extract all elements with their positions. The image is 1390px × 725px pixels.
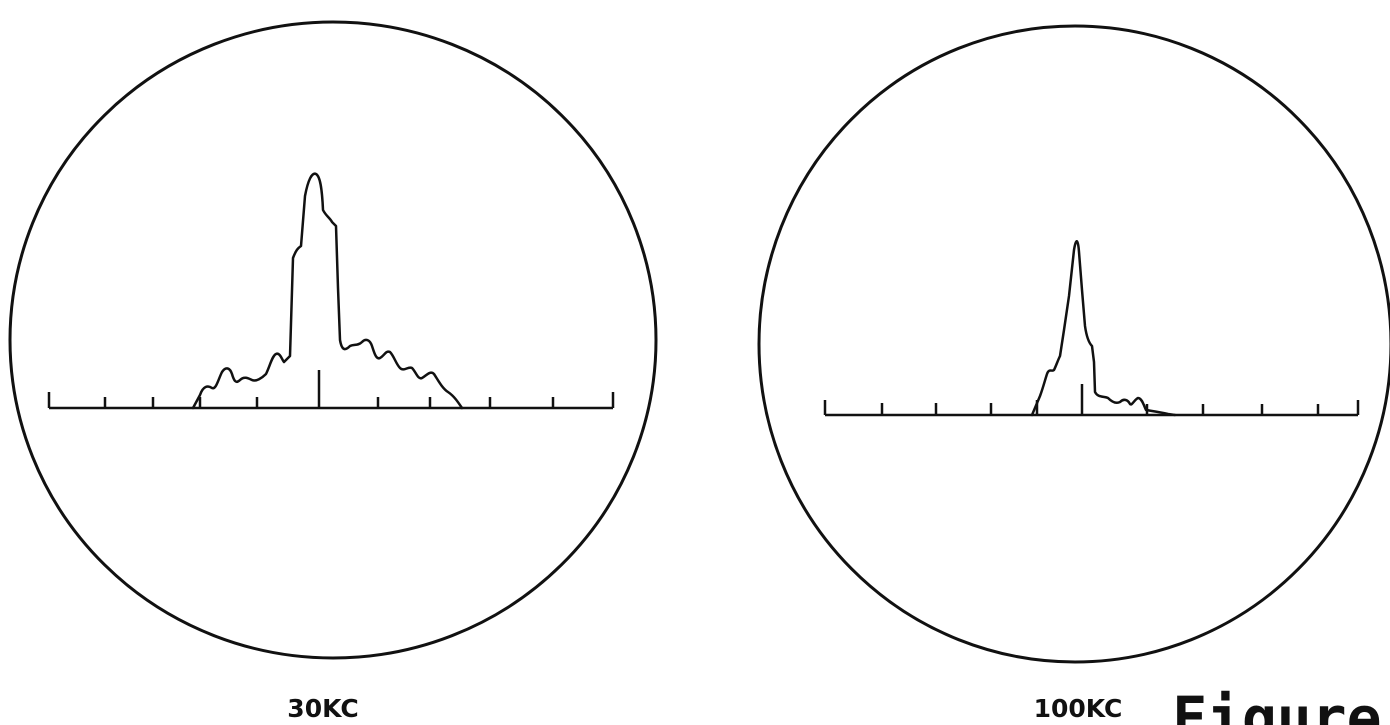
scope-label: 30KC [287,694,358,723]
spectrum-trace [1030,240,1177,417]
scope-graticule [47,370,615,410]
spectrum-trace [191,172,464,410]
scope-30kc: 30KC [8,20,658,723]
scope-label: 100KC [1034,694,1123,723]
figure-caption: Figure [1172,684,1382,725]
scope-graticule [823,384,1360,417]
scope-screen-circle [757,24,1390,664]
scope-100kc: 100KC [757,24,1390,723]
scope-screen-circle [8,20,658,660]
